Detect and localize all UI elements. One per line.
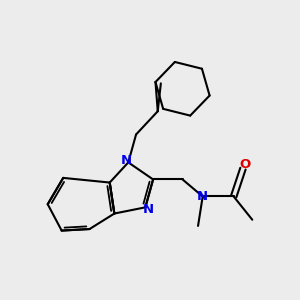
Text: N: N: [142, 203, 153, 216]
Text: N: N: [120, 154, 131, 167]
Text: N: N: [197, 190, 208, 203]
Text: O: O: [239, 158, 250, 171]
